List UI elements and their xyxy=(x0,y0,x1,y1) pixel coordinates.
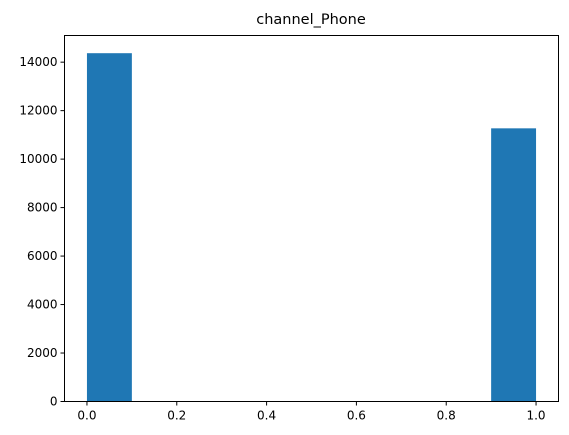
x-tick-label: 0.0 xyxy=(77,409,96,423)
x-tick-label: 0.2 xyxy=(167,409,186,423)
y-tick-label: 12000 xyxy=(19,104,57,118)
y-tick-label: 10000 xyxy=(19,152,57,166)
y-axis: 0 2000 4000 6000 8000 10000 12000 14000 xyxy=(19,55,65,409)
histogram-bar xyxy=(86,53,132,402)
x-axis: 0.0 0.2 0.4 0.6 0.8 1.0 xyxy=(77,401,546,423)
x-tick-label: 0.6 xyxy=(347,409,366,423)
y-tick-label: 2000 xyxy=(27,346,58,360)
histogram-bar xyxy=(491,128,537,402)
y-tick-label: 14000 xyxy=(19,55,57,69)
y-tick-label: 4000 xyxy=(27,298,58,312)
y-tick-label: 8000 xyxy=(27,201,58,215)
x-tick-label: 0.4 xyxy=(257,409,276,423)
plot-frame xyxy=(64,35,559,402)
chart-title: channel_Phone xyxy=(256,12,366,28)
x-tick-label: 1.0 xyxy=(526,409,545,423)
y-tick-label: 6000 xyxy=(27,249,58,263)
x-tick-label: 0.8 xyxy=(437,409,456,423)
bars-layer xyxy=(86,53,537,402)
y-tick-label: 0 xyxy=(50,395,58,409)
